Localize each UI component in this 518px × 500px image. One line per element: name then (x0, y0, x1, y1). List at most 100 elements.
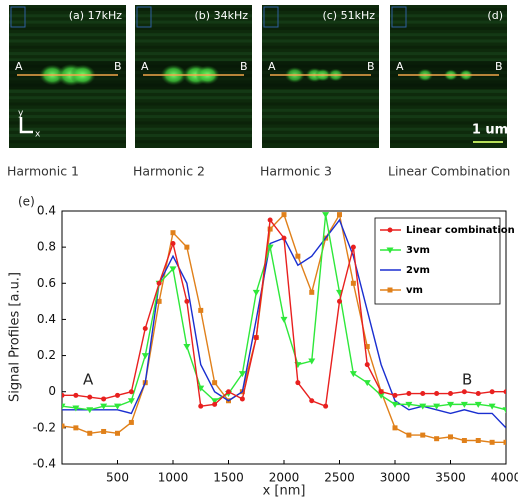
point (337, 212, 342, 218)
legend-marker (386, 247, 394, 254)
point (115, 392, 120, 398)
image-streak (262, 115, 379, 119)
y-tick-label: 0.8 (37, 240, 56, 254)
point (170, 230, 176, 236)
point (489, 389, 495, 395)
image-streak (9, 102, 126, 106)
image-streak (390, 39, 507, 43)
panel-caption: Harmonic 2 (133, 164, 205, 179)
image-streak (135, 14, 252, 18)
point (309, 398, 315, 404)
point (212, 401, 218, 407)
image-streak (390, 52, 507, 56)
point (266, 244, 274, 251)
point (239, 396, 245, 402)
image-streak (262, 14, 379, 18)
image-panel: A B (c) 51kHz (262, 5, 379, 148)
point (378, 389, 384, 395)
point (128, 419, 134, 425)
point (198, 403, 204, 409)
image-streak (135, 26, 252, 30)
point (308, 358, 316, 365)
point (406, 391, 412, 397)
panel-label: (e) (18, 195, 35, 209)
point (337, 298, 342, 304)
line-end-label: B (495, 60, 503, 73)
image-panel: A B (b) 34kHz (135, 5, 252, 148)
point (156, 298, 162, 304)
image-streak (135, 20, 252, 24)
point (323, 403, 329, 409)
image-streak (390, 45, 507, 49)
point (364, 362, 370, 368)
image-streak (262, 102, 379, 106)
image-streak (135, 121, 252, 125)
image-streak (390, 33, 507, 37)
point (391, 401, 399, 408)
point (419, 403, 427, 410)
image-streak (262, 33, 379, 37)
image-streak (9, 134, 126, 137)
point (448, 434, 453, 440)
point (73, 392, 79, 398)
image-streak (390, 14, 507, 18)
x-tick-label: 3000 (380, 471, 411, 485)
point (114, 403, 121, 410)
x-tick-label: 3500 (435, 471, 466, 485)
inset-box (263, 6, 279, 28)
point (336, 289, 343, 296)
image-streak (9, 140, 126, 144)
point (322, 212, 330, 219)
x-tick-label: 1000 (158, 471, 189, 485)
point (350, 244, 356, 250)
point (447, 401, 454, 408)
inset-box (10, 6, 26, 28)
image-streak (390, 108, 507, 112)
point (502, 407, 506, 414)
image-streak (390, 115, 507, 119)
image-streak (262, 26, 379, 30)
image-streak (262, 52, 379, 56)
point (142, 325, 148, 331)
y-tick-label: 0.4 (37, 204, 56, 218)
point (267, 226, 273, 232)
y-axis-label: Signal Profiles [a.u.] (8, 272, 23, 402)
y-tick-label: -0.2 (33, 420, 56, 434)
point (434, 391, 440, 397)
point (433, 403, 441, 410)
point (295, 380, 301, 386)
axis-glyph (19, 117, 33, 134)
point (461, 389, 467, 395)
image-streak (9, 39, 126, 43)
line-end-label: B (114, 60, 122, 73)
x-tick-label: 500 (106, 471, 129, 485)
image-streak (9, 121, 126, 125)
image-streak (262, 96, 379, 100)
image-streak (135, 89, 252, 93)
image-streak (262, 121, 379, 125)
image-streak (9, 26, 126, 30)
point (392, 425, 398, 431)
image-streak (390, 89, 507, 93)
panel-title: (a) 17kHz (69, 9, 122, 22)
x-tick-label: 1500 (213, 471, 244, 485)
annotation: B (462, 371, 472, 389)
line-end-label: A (268, 60, 276, 73)
point (184, 244, 190, 250)
point (420, 432, 426, 438)
image-panel: A B (d) (390, 5, 507, 148)
image-streak (262, 39, 379, 43)
image-streak (9, 33, 126, 37)
point (73, 425, 79, 431)
image-streak (262, 58, 379, 62)
image-streak (262, 89, 379, 93)
point (86, 407, 94, 414)
image-streak (262, 45, 379, 49)
y-tick-label: 0.4 (37, 312, 56, 326)
image-streak (135, 102, 252, 106)
image-streak (135, 58, 252, 62)
image-streak (262, 140, 379, 144)
image-streak (135, 127, 252, 131)
image-streak (9, 20, 126, 24)
